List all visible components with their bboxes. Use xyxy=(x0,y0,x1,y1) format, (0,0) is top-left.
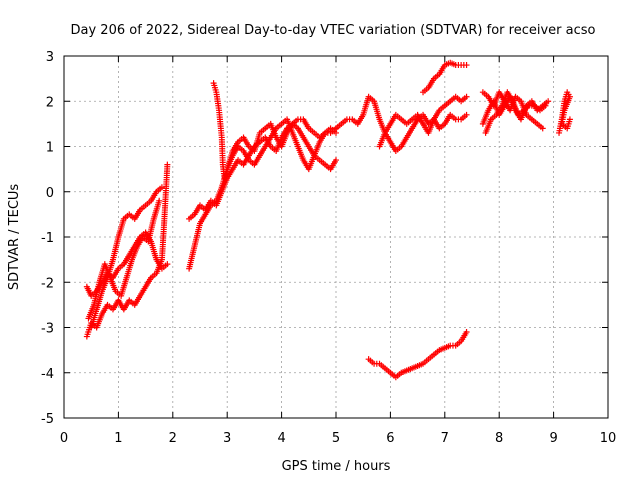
data-point xyxy=(333,157,339,164)
y-tick-label: -5 xyxy=(41,412,54,427)
data-point xyxy=(158,184,165,191)
data-points xyxy=(83,59,573,381)
axis-ticks: 0 1 2 3 4 5 6 7 8 9 10 -5 -4 -3 -2 -1 0 1 2 3 xyxy=(41,50,616,446)
y-tick-label: 1 xyxy=(46,141,54,156)
y-tick-label: 3 xyxy=(46,50,54,65)
x-tick-label: 1 xyxy=(114,431,122,446)
data-point xyxy=(539,125,546,132)
data-point xyxy=(463,111,470,118)
data-point xyxy=(156,197,163,204)
data-point xyxy=(545,98,552,105)
x-tick-label: 5 xyxy=(332,431,340,446)
data-point xyxy=(542,102,549,109)
series-6 xyxy=(186,116,339,272)
chart-title: Day 206 of 2022, Sidereal Day-to-day VTE… xyxy=(71,23,596,38)
grid xyxy=(64,56,608,418)
y-tick-label: -3 xyxy=(41,322,54,337)
series-14 xyxy=(482,89,549,136)
series-15 xyxy=(556,89,573,136)
data-point xyxy=(463,62,470,69)
y-tick-label: -4 xyxy=(41,367,54,382)
y-tick-label: -2 xyxy=(41,276,54,291)
y-tick-label: -1 xyxy=(41,231,54,246)
x-tick-label: 2 xyxy=(169,431,177,446)
data-point xyxy=(463,329,470,336)
series-10 xyxy=(365,329,470,381)
series-1 xyxy=(83,161,171,340)
series-7 xyxy=(210,80,339,182)
data-point xyxy=(566,116,573,123)
series-4 xyxy=(85,197,163,322)
x-tick-label: 8 xyxy=(495,431,503,446)
data-point xyxy=(463,93,470,100)
y-axis-label: SDTVAR / TECUs xyxy=(7,184,22,291)
data-point xyxy=(164,261,171,268)
x-tick-label: 4 xyxy=(277,431,285,446)
data-point xyxy=(164,161,171,168)
x-tick-label: 3 xyxy=(223,431,231,446)
y-tick-label: 0 xyxy=(46,186,54,201)
y-tick-label: 2 xyxy=(46,95,54,110)
x-tick-label: 0 xyxy=(60,431,68,446)
x-tick-label: 9 xyxy=(549,431,557,446)
x-tick-label: 10 xyxy=(600,431,617,446)
x-tick-label: 6 xyxy=(386,431,394,446)
x-tick-label: 7 xyxy=(441,431,449,446)
series-9 xyxy=(376,93,470,155)
series-11 xyxy=(420,59,470,96)
x-axis-label: GPS time / hours xyxy=(282,459,391,474)
